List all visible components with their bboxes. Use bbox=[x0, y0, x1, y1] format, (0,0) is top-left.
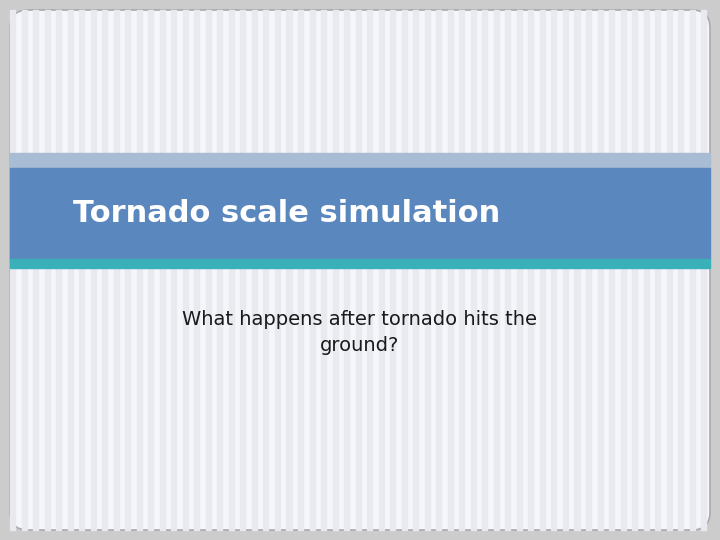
Bar bbox=[459, 10, 464, 530]
Bar bbox=[275, 10, 280, 530]
Bar bbox=[367, 10, 372, 530]
Bar bbox=[667, 10, 672, 530]
Bar bbox=[287, 10, 292, 530]
Bar bbox=[575, 10, 580, 530]
Bar bbox=[298, 10, 303, 530]
Bar bbox=[598, 10, 603, 530]
Bar bbox=[252, 10, 257, 530]
Bar bbox=[148, 10, 153, 530]
Bar bbox=[194, 10, 199, 530]
Bar bbox=[413, 10, 418, 530]
Bar bbox=[183, 10, 188, 530]
Bar bbox=[482, 10, 487, 530]
Bar bbox=[217, 10, 222, 530]
Bar bbox=[10, 153, 710, 167]
Bar bbox=[448, 10, 453, 530]
Bar bbox=[655, 10, 660, 530]
Bar bbox=[632, 10, 637, 530]
Text: Tornado scale simulation: Tornado scale simulation bbox=[73, 199, 500, 227]
Bar bbox=[264, 10, 269, 530]
Bar bbox=[609, 10, 614, 530]
Bar bbox=[240, 10, 246, 530]
Bar bbox=[494, 10, 499, 530]
Bar bbox=[344, 10, 349, 530]
Bar bbox=[160, 10, 165, 530]
Bar bbox=[321, 10, 326, 530]
Bar bbox=[644, 10, 649, 530]
Bar bbox=[402, 10, 407, 530]
Bar bbox=[33, 10, 38, 530]
Bar bbox=[10, 167, 710, 259]
Bar bbox=[690, 10, 695, 530]
Bar bbox=[114, 10, 119, 530]
Bar bbox=[356, 10, 361, 530]
Bar bbox=[563, 10, 568, 530]
Bar bbox=[56, 10, 61, 530]
Bar bbox=[552, 10, 557, 530]
Text: What happens after tornado hits the
ground?: What happens after tornado hits the grou… bbox=[182, 309, 538, 355]
Bar bbox=[10, 259, 710, 268]
Bar bbox=[79, 10, 84, 530]
Bar bbox=[229, 10, 234, 530]
Bar bbox=[517, 10, 522, 530]
Bar bbox=[171, 10, 176, 530]
Bar bbox=[505, 10, 510, 530]
Bar bbox=[586, 10, 591, 530]
Bar bbox=[436, 10, 441, 530]
Bar bbox=[310, 10, 315, 530]
Bar bbox=[206, 10, 211, 530]
Bar bbox=[22, 10, 27, 530]
Bar bbox=[471, 10, 476, 530]
Bar bbox=[390, 10, 395, 530]
Bar bbox=[701, 10, 706, 530]
Bar bbox=[621, 10, 626, 530]
Bar bbox=[379, 10, 384, 530]
FancyBboxPatch shape bbox=[10, 10, 710, 530]
Bar bbox=[91, 10, 96, 530]
Bar bbox=[678, 10, 683, 530]
Bar bbox=[45, 10, 50, 530]
Bar bbox=[102, 10, 107, 530]
Bar bbox=[125, 10, 130, 530]
Bar bbox=[333, 10, 338, 530]
Bar bbox=[528, 10, 534, 530]
Bar bbox=[68, 10, 73, 530]
Bar bbox=[10, 10, 15, 530]
Bar bbox=[137, 10, 142, 530]
Bar bbox=[425, 10, 430, 530]
Bar bbox=[540, 10, 545, 530]
